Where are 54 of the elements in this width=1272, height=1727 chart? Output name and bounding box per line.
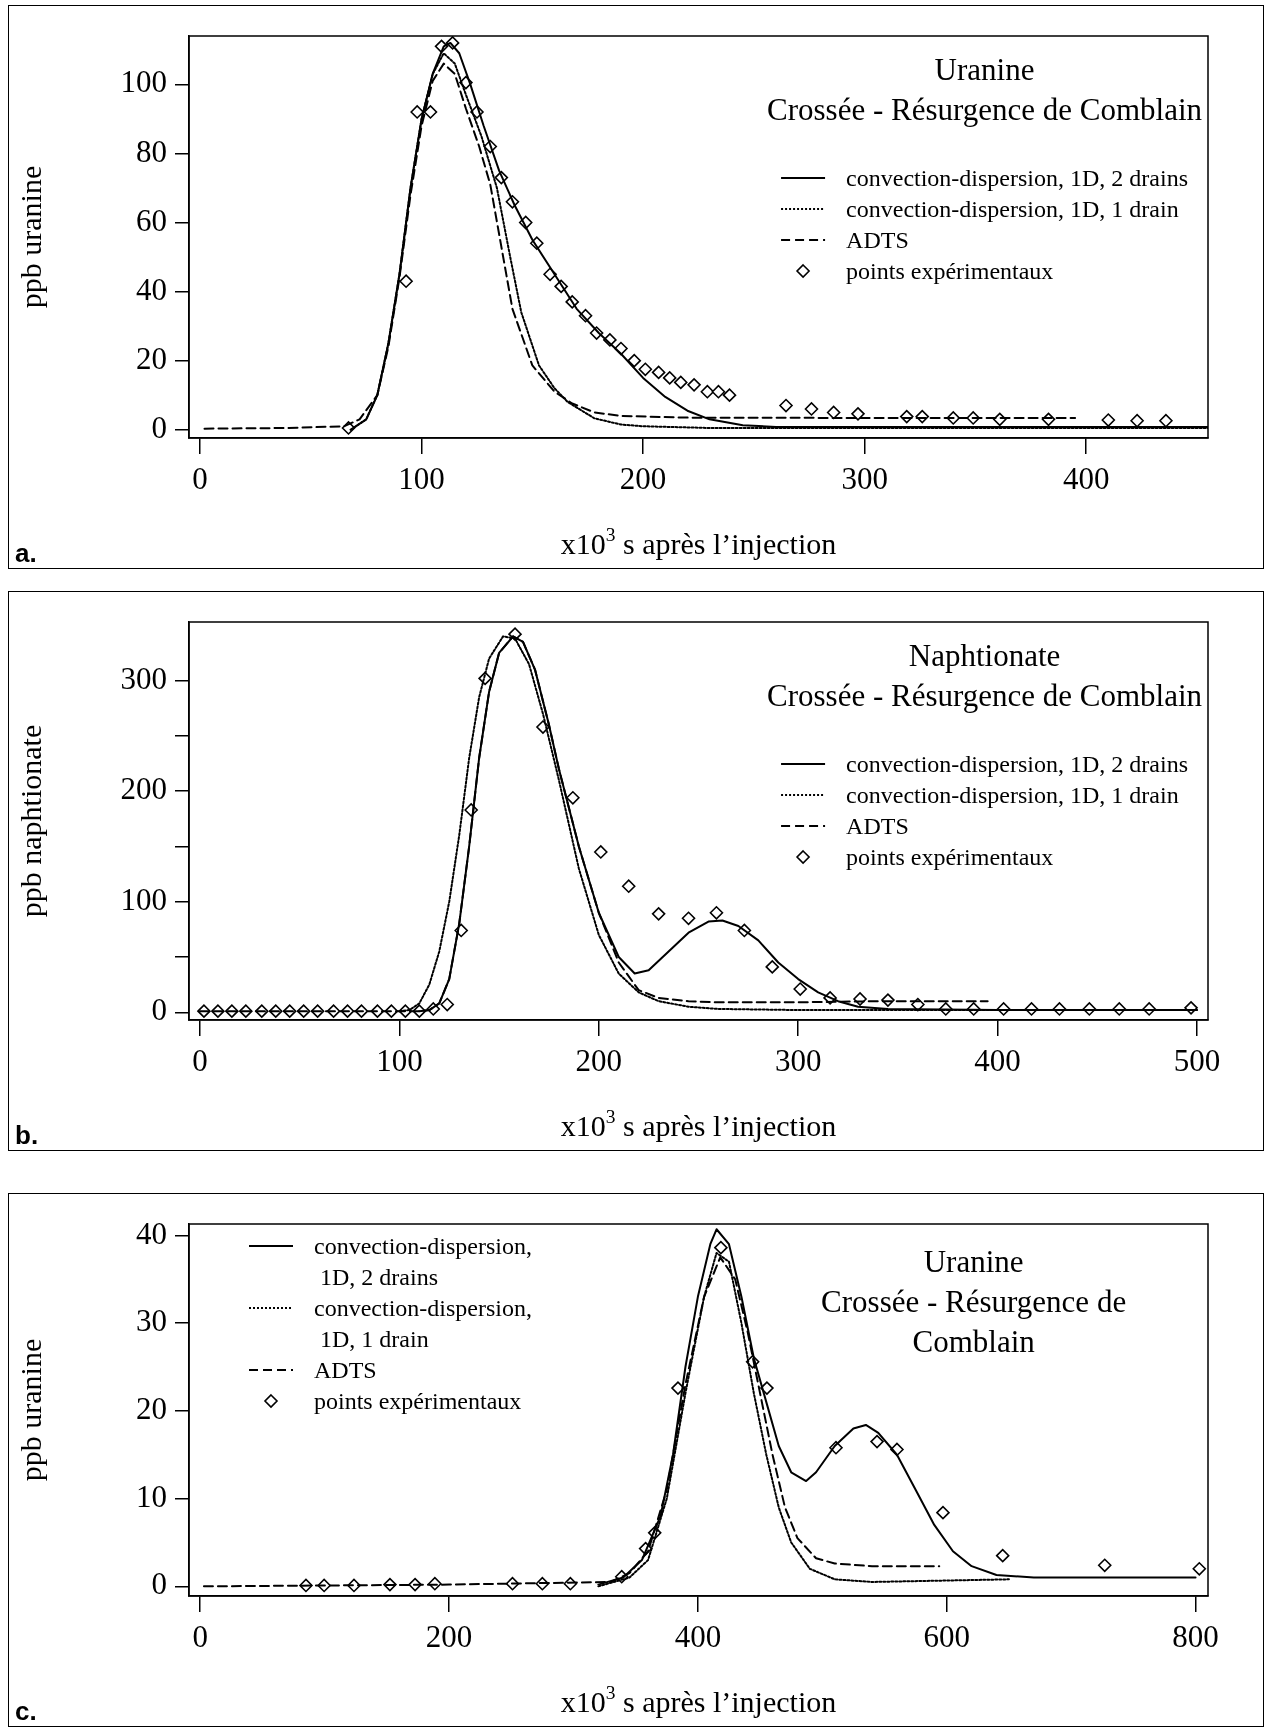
text: c. <box>15 1696 37 1726</box>
y-axis-title: ppb naphtionate <box>13 724 47 918</box>
text: a. <box>15 538 37 568</box>
x-tick-label: 800 <box>1172 1618 1219 1654</box>
x-tick-label: 200 <box>425 1618 473 1654</box>
y-axis-title: ppb uranine <box>13 1338 47 1482</box>
legend-label: points expérimentaux <box>846 844 1054 870</box>
text: Uranine <box>934 52 1035 87</box>
text: Crossée - Résurgence de Comblain <box>821 1284 1127 1359</box>
y-tick-label: 100 <box>120 64 167 100</box>
legend-label: convection-dispersion, 1D, 2 drains <box>846 751 1189 777</box>
y-tick-label: 80 <box>136 133 167 169</box>
x-tick-label: 300 <box>841 460 888 496</box>
legend-label: convection-dispersion, 1D, 2 drains <box>846 165 1189 191</box>
legend-label: ADTS <box>846 227 909 253</box>
y-tick-label: 0 <box>151 409 167 445</box>
legend-label: points expérimentaux <box>846 258 1054 284</box>
y-tick-label: 200 <box>120 771 167 807</box>
legend-label: ADTS <box>846 813 909 839</box>
text: b. <box>15 1120 39 1150</box>
x-tick-label: 400 <box>1062 460 1110 496</box>
y-tick-label: 300 <box>120 660 167 696</box>
text: Crossée - Résurgence de Comblain <box>767 92 1203 127</box>
x-tick-label: 200 <box>619 460 667 496</box>
text: Naphtionate <box>908 638 1061 673</box>
y-axis-title: ppb uranine <box>13 165 47 309</box>
y-tick-label: 60 <box>136 202 167 238</box>
text: Crossée - Résurgence de Comblain <box>767 678 1203 713</box>
y-tick-label: 20 <box>136 340 167 376</box>
text: Uranine <box>923 1244 1024 1279</box>
y-tick-label: 30 <box>136 1303 167 1339</box>
x-tick-label: 100 <box>376 1042 423 1078</box>
x-tick-label: 300 <box>774 1042 822 1078</box>
x-tick-label: 0 <box>192 460 208 496</box>
y-tick-label: 0 <box>151 1566 167 1602</box>
x-tick-label: 600 <box>923 1618 970 1654</box>
legend-label: convection-dispersion, 1D, 1 drain <box>846 782 1179 808</box>
legend-label: points expérimentaux <box>314 1388 522 1414</box>
x-tick-label: 0 <box>192 1618 208 1654</box>
x-tick-label: 400 <box>674 1618 722 1654</box>
y-tick-label: 40 <box>136 1215 167 1251</box>
legend-label: convection-dispersion, 1D, 1 drain <box>314 1295 532 1352</box>
x-tick-label: 200 <box>575 1042 623 1078</box>
x-tick-label: 100 <box>398 460 445 496</box>
y-tick-label: 0 <box>151 992 167 1028</box>
x-tick-label: 500 <box>1173 1042 1221 1078</box>
y-tick-label: 100 <box>120 881 167 917</box>
y-tick-label: 10 <box>136 1478 167 1514</box>
legend-label: ADTS <box>314 1357 377 1383</box>
legend-label: convection-dispersion, 1D, 1 drain <box>846 196 1179 222</box>
y-tick-label: 20 <box>136 1391 167 1427</box>
y-tick-label: 40 <box>136 271 167 307</box>
x-tick-label: 0 <box>192 1042 208 1078</box>
x-tick-label: 400 <box>974 1042 1021 1078</box>
